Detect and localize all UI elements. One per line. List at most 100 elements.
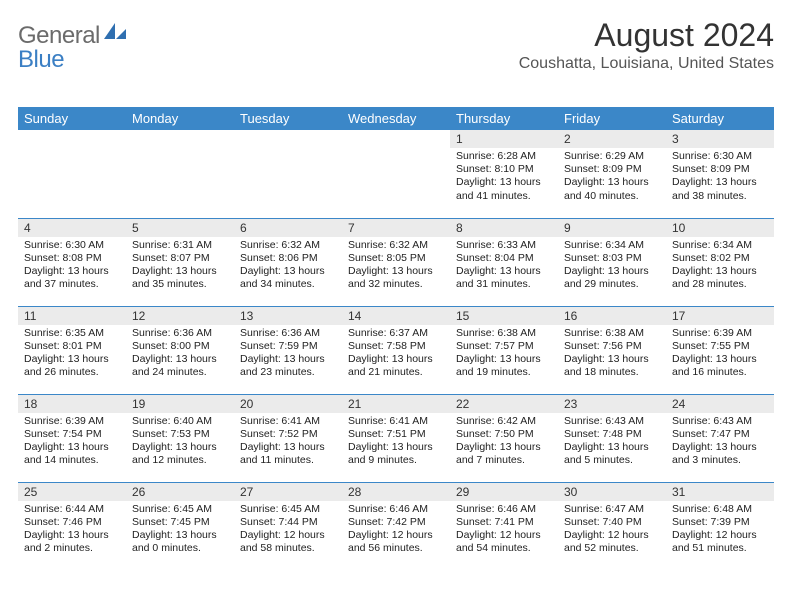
day-number: 15 — [450, 307, 558, 325]
calendar-day-cell: 20Sunrise: 6:41 AMSunset: 7:52 PMDayligh… — [234, 394, 342, 482]
day-number: 4 — [18, 219, 126, 237]
day-number: 28 — [342, 483, 450, 501]
calendar-day-cell: 3Sunrise: 6:30 AMSunset: 8:09 PMDaylight… — [666, 130, 774, 218]
calendar-day-cell: 11Sunrise: 6:35 AMSunset: 8:01 PMDayligh… — [18, 306, 126, 394]
day-number: 1 — [450, 130, 558, 148]
calendar-day-cell: 29Sunrise: 6:46 AMSunset: 7:41 PMDayligh… — [450, 482, 558, 570]
calendar-day-cell — [342, 130, 450, 218]
calendar-day-cell: 27Sunrise: 6:45 AMSunset: 7:44 PMDayligh… — [234, 482, 342, 570]
day-content: Sunrise: 6:38 AMSunset: 7:57 PMDaylight:… — [450, 325, 558, 384]
calendar-day-cell: 10Sunrise: 6:34 AMSunset: 8:02 PMDayligh… — [666, 218, 774, 306]
day-number: 20 — [234, 395, 342, 413]
day-number: 2 — [558, 130, 666, 148]
page-header: General August 2024 Coushatta, Louisiana… — [18, 18, 774, 73]
calendar-day-cell: 31Sunrise: 6:48 AMSunset: 7:39 PMDayligh… — [666, 482, 774, 570]
day-number: 31 — [666, 483, 774, 501]
day-number: 26 — [126, 483, 234, 501]
calendar-week-row: 4Sunrise: 6:30 AMSunset: 8:08 PMDaylight… — [18, 218, 774, 306]
day-content: Sunrise: 6:31 AMSunset: 8:07 PMDaylight:… — [126, 237, 234, 296]
day-content: Sunrise: 6:48 AMSunset: 7:39 PMDaylight:… — [666, 501, 774, 560]
weekday-header: Tuesday — [234, 107, 342, 130]
calendar-day-cell: 13Sunrise: 6:36 AMSunset: 7:59 PMDayligh… — [234, 306, 342, 394]
calendar-day-cell: 2Sunrise: 6:29 AMSunset: 8:09 PMDaylight… — [558, 130, 666, 218]
calendar-day-cell: 6Sunrise: 6:32 AMSunset: 8:06 PMDaylight… — [234, 218, 342, 306]
day-number: 23 — [558, 395, 666, 413]
weekday-header: Wednesday — [342, 107, 450, 130]
day-content: Sunrise: 6:30 AMSunset: 8:08 PMDaylight:… — [18, 237, 126, 296]
calendar-day-cell: 28Sunrise: 6:46 AMSunset: 7:42 PMDayligh… — [342, 482, 450, 570]
weekday-header: Friday — [558, 107, 666, 130]
day-content: Sunrise: 6:41 AMSunset: 7:51 PMDaylight:… — [342, 413, 450, 472]
day-number: 30 — [558, 483, 666, 501]
calendar-body: 1Sunrise: 6:28 AMSunset: 8:10 PMDaylight… — [18, 130, 774, 570]
day-number: 12 — [126, 307, 234, 325]
weekday-header: Monday — [126, 107, 234, 130]
day-content: Sunrise: 6:38 AMSunset: 7:56 PMDaylight:… — [558, 325, 666, 384]
day-content: Sunrise: 6:34 AMSunset: 8:03 PMDaylight:… — [558, 237, 666, 296]
calendar-day-cell: 24Sunrise: 6:43 AMSunset: 7:47 PMDayligh… — [666, 394, 774, 482]
calendar-day-cell: 21Sunrise: 6:41 AMSunset: 7:51 PMDayligh… — [342, 394, 450, 482]
calendar-week-row: 18Sunrise: 6:39 AMSunset: 7:54 PMDayligh… — [18, 394, 774, 482]
day-content: Sunrise: 6:33 AMSunset: 8:04 PMDaylight:… — [450, 237, 558, 296]
calendar-day-cell: 18Sunrise: 6:39 AMSunset: 7:54 PMDayligh… — [18, 394, 126, 482]
calendar-page: General August 2024 Coushatta, Louisiana… — [0, 0, 792, 612]
weekday-header: Sunday — [18, 107, 126, 130]
day-content: Sunrise: 6:45 AMSunset: 7:45 PMDaylight:… — [126, 501, 234, 560]
calendar-day-cell: 17Sunrise: 6:39 AMSunset: 7:55 PMDayligh… — [666, 306, 774, 394]
day-number: 9 — [558, 219, 666, 237]
calendar-day-cell: 1Sunrise: 6:28 AMSunset: 8:10 PMDaylight… — [450, 130, 558, 218]
day-content: Sunrise: 6:32 AMSunset: 8:05 PMDaylight:… — [342, 237, 450, 296]
day-content: Sunrise: 6:29 AMSunset: 8:09 PMDaylight:… — [558, 148, 666, 207]
calendar-day-cell: 5Sunrise: 6:31 AMSunset: 8:07 PMDaylight… — [126, 218, 234, 306]
day-number: 11 — [18, 307, 126, 325]
calendar-head: SundayMondayTuesdayWednesdayThursdayFrid… — [18, 107, 774, 130]
day-content: Sunrise: 6:39 AMSunset: 7:55 PMDaylight:… — [666, 325, 774, 384]
day-number: 6 — [234, 219, 342, 237]
day-content: Sunrise: 6:43 AMSunset: 7:48 PMDaylight:… — [558, 413, 666, 472]
calendar-day-cell: 9Sunrise: 6:34 AMSunset: 8:03 PMDaylight… — [558, 218, 666, 306]
weekday-row: SundayMondayTuesdayWednesdayThursdayFrid… — [18, 107, 774, 130]
calendar-day-cell: 14Sunrise: 6:37 AMSunset: 7:58 PMDayligh… — [342, 306, 450, 394]
day-content: Sunrise: 6:30 AMSunset: 8:09 PMDaylight:… — [666, 148, 774, 207]
day-number: 29 — [450, 483, 558, 501]
day-number: 10 — [666, 219, 774, 237]
day-number: 24 — [666, 395, 774, 413]
calendar-day-cell: 7Sunrise: 6:32 AMSunset: 8:05 PMDaylight… — [342, 218, 450, 306]
calendar-day-cell: 26Sunrise: 6:45 AMSunset: 7:45 PMDayligh… — [126, 482, 234, 570]
day-content: Sunrise: 6:41 AMSunset: 7:52 PMDaylight:… — [234, 413, 342, 472]
day-content: Sunrise: 6:43 AMSunset: 7:47 PMDaylight:… — [666, 413, 774, 472]
weekday-header: Saturday — [666, 107, 774, 130]
calendar-day-cell: 23Sunrise: 6:43 AMSunset: 7:48 PMDayligh… — [558, 394, 666, 482]
calendar-day-cell: 22Sunrise: 6:42 AMSunset: 7:50 PMDayligh… — [450, 394, 558, 482]
calendar-day-cell: 4Sunrise: 6:30 AMSunset: 8:08 PMDaylight… — [18, 218, 126, 306]
day-content: Sunrise: 6:32 AMSunset: 8:06 PMDaylight:… — [234, 237, 342, 296]
logo-blue-row: Blue — [18, 46, 64, 74]
day-number: 18 — [18, 395, 126, 413]
logo-sail-icon — [104, 23, 126, 44]
day-number: 5 — [126, 219, 234, 237]
day-number: 17 — [666, 307, 774, 325]
day-number: 19 — [126, 395, 234, 413]
calendar-day-cell: 15Sunrise: 6:38 AMSunset: 7:57 PMDayligh… — [450, 306, 558, 394]
calendar-day-cell: 16Sunrise: 6:38 AMSunset: 7:56 PMDayligh… — [558, 306, 666, 394]
day-content: Sunrise: 6:45 AMSunset: 7:44 PMDaylight:… — [234, 501, 342, 560]
day-content: Sunrise: 6:28 AMSunset: 8:10 PMDaylight:… — [450, 148, 558, 207]
location-text: Coushatta, Louisiana, United States — [519, 55, 774, 73]
day-number: 25 — [18, 483, 126, 501]
day-content: Sunrise: 6:35 AMSunset: 8:01 PMDaylight:… — [18, 325, 126, 384]
calendar-day-cell — [18, 130, 126, 218]
day-content: Sunrise: 6:42 AMSunset: 7:50 PMDaylight:… — [450, 413, 558, 472]
day-content: Sunrise: 6:46 AMSunset: 7:41 PMDaylight:… — [450, 501, 558, 560]
day-content: Sunrise: 6:36 AMSunset: 7:59 PMDaylight:… — [234, 325, 342, 384]
day-number: 27 — [234, 483, 342, 501]
calendar-day-cell: 8Sunrise: 6:33 AMSunset: 8:04 PMDaylight… — [450, 218, 558, 306]
calendar-week-row: 25Sunrise: 6:44 AMSunset: 7:46 PMDayligh… — [18, 482, 774, 570]
day-number: 22 — [450, 395, 558, 413]
day-content: Sunrise: 6:40 AMSunset: 7:53 PMDaylight:… — [126, 413, 234, 472]
calendar-week-row: 11Sunrise: 6:35 AMSunset: 8:01 PMDayligh… — [18, 306, 774, 394]
title-block: August 2024 Coushatta, Louisiana, United… — [519, 18, 774, 73]
month-title: August 2024 — [519, 18, 774, 53]
day-content: Sunrise: 6:44 AMSunset: 7:46 PMDaylight:… — [18, 501, 126, 560]
day-number: 8 — [450, 219, 558, 237]
day-content: Sunrise: 6:39 AMSunset: 7:54 PMDaylight:… — [18, 413, 126, 472]
